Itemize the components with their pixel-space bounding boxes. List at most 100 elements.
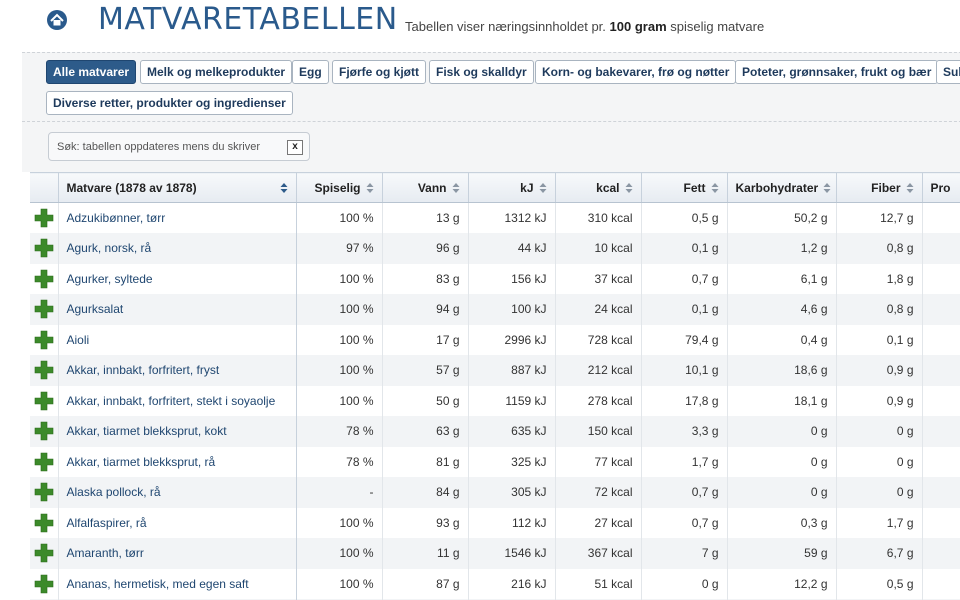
- column-header-label: kcal: [596, 180, 620, 195]
- cell-vann: 96 g: [382, 233, 469, 264]
- cell-spiselig: 100 %: [296, 355, 383, 386]
- cell-fiber: 0,8 g: [836, 294, 923, 325]
- cell-matvare[interactable]: Alfalfaspirer, rå: [58, 507, 297, 538]
- cell-matvare[interactable]: Agurksalat: [58, 294, 297, 325]
- category-button-egg[interactable]: Egg: [292, 60, 329, 84]
- cell-protein: [922, 324, 960, 355]
- cell-matvare[interactable]: Agurk, norsk, rå: [58, 233, 297, 264]
- column-header-karbohydrater[interactable]: Karbohydrater: [727, 172, 837, 203]
- plus-icon[interactable]: [34, 513, 54, 533]
- cell-matvare[interactable]: Amaranth, tørr: [58, 538, 297, 569]
- plus-icon[interactable]: [34, 208, 54, 228]
- column-header-vann[interactable]: Vann: [382, 172, 469, 203]
- cell-spiselig: 97 %: [296, 233, 383, 264]
- category-button-melk[interactable]: Melk og melkeprodukter: [140, 60, 293, 84]
- plus-icon[interactable]: [34, 360, 54, 380]
- cell-karbohydrater: 18,1 g: [727, 385, 837, 416]
- clear-search-button[interactable]: x: [287, 140, 303, 155]
- search-input[interactable]: [57, 138, 277, 156]
- add-cell: [30, 294, 59, 325]
- plus-icon[interactable]: [34, 269, 54, 289]
- cell-karbohydrater: 0,3 g: [727, 507, 837, 538]
- plus-icon[interactable]: [34, 482, 54, 502]
- cell-matvare[interactable]: Akkar, innbakt, forfritert, fryst: [58, 355, 297, 386]
- cell-vann: 11 g: [382, 538, 469, 569]
- cell-fett: 3,3 g: [641, 416, 728, 447]
- table-row[interactable]: Alfalfaspirer, rå 100 % 93 g 112 kJ 27 kcal 0…: [30, 507, 960, 538]
- category-button-korn-bakevarer[interactable]: Korn- og bakevarer, frø og nøtter: [535, 60, 737, 84]
- cell-spiselig: 100 %: [296, 385, 383, 416]
- subtitle-bold: 100 gram: [609, 19, 667, 34]
- column-header-fett[interactable]: Fett: [641, 172, 728, 203]
- home-logo-icon[interactable]: [46, 9, 68, 31]
- table-header-row: Matvare (1878 av 1878) Spiselig Vann kJ …: [30, 172, 960, 203]
- cell-karbohydrater: 0 g: [727, 477, 837, 508]
- category-button-poteter-gronnsaker[interactable]: Poteter, grønnsaker, frukt og bær: [735, 60, 939, 84]
- cell-spiselig: 78 %: [296, 416, 383, 447]
- plus-icon[interactable]: [34, 238, 54, 258]
- add-cell: [30, 202, 59, 233]
- category-button-fjorfe-kjott[interactable]: Fjørfe og kjøtt: [332, 60, 426, 84]
- cell-fett: 7 g: [641, 538, 728, 569]
- table-row[interactable]: Agurksalat 100 % 94 g 100 kJ 24 kcal 0,1 g 4,6…: [30, 294, 960, 325]
- table-row[interactable]: Agurk, norsk, rå 97 % 96 g 44 kJ 10 kcal 0,1 …: [30, 233, 960, 264]
- category-button-alle-matvarer[interactable]: Alle matvarer: [46, 60, 137, 84]
- cell-protein: [922, 355, 960, 386]
- column-header-spiselig[interactable]: Spiselig: [296, 172, 383, 203]
- cell-kj: 44 kJ: [468, 233, 556, 264]
- category-button-fisk-skalldyr[interactable]: Fisk og skalldyr: [429, 60, 534, 84]
- plus-icon[interactable]: [34, 330, 54, 350]
- cell-protein: [922, 263, 960, 294]
- cell-karbohydrater: 59 g: [727, 538, 837, 569]
- cell-matvare[interactable]: Ananas, hermetisk, med egen saft: [58, 568, 297, 599]
- cell-matvare[interactable]: Akkar, tiarmet blekksprut, kokt: [58, 416, 297, 447]
- subtitle-prefix: Tabellen viser næringsinnholdet pr.: [405, 19, 606, 34]
- plus-icon[interactable]: [34, 421, 54, 441]
- sort-icon[interactable]: [280, 182, 288, 194]
- cell-kj: 100 kJ: [468, 294, 556, 325]
- cell-matvare[interactable]: Alaska pollock, rå: [58, 477, 297, 508]
- column-header-kcal[interactable]: kcal: [555, 172, 642, 203]
- cell-fett: 0,7 g: [641, 477, 728, 508]
- table-row[interactable]: Amaranth, tørr 100 % 11 g 1546 kJ 367 kcal 7 …: [30, 538, 960, 569]
- plus-icon[interactable]: [34, 452, 54, 472]
- cell-matvare[interactable]: Agurker, syltede: [58, 263, 297, 294]
- column-header-protein[interactable]: Pro: [922, 172, 960, 203]
- table-row[interactable]: Akkar, innbakt, forfritert, stekt i soya…: [30, 385, 960, 416]
- category-button-diverse-retter[interactable]: Diverse retter, produkter og ingrediense…: [46, 91, 293, 115]
- table-row[interactable]: Alaska pollock, rå -84 g 305 kJ 72 kcal 0,7 …: [30, 477, 960, 508]
- plus-icon[interactable]: [34, 391, 54, 411]
- cell-kj: 635 kJ: [468, 416, 556, 447]
- cell-matvare[interactable]: Adzukibønner, tørr: [58, 202, 297, 233]
- cell-matvare[interactable]: Akkar, tiarmet blekksprut, rå: [58, 446, 297, 477]
- cell-kcal: 37 kcal: [555, 263, 642, 294]
- column-header-fiber[interactable]: Fiber: [836, 172, 923, 203]
- cell-matvare[interactable]: Akkar, innbakt, forfritert, stekt i soya…: [58, 385, 297, 416]
- page-title: MATVARETABELLEN: [98, 2, 398, 37]
- cell-protein: [922, 568, 960, 599]
- table-row[interactable]: Adzukibønner, tørr 100 % 13 g 1312 kJ 310 kc…: [30, 202, 960, 233]
- cell-protein: [922, 477, 960, 508]
- plus-icon[interactable]: [34, 543, 54, 563]
- column-header-kj[interactable]: kJ: [468, 172, 556, 203]
- cell-protein: [922, 446, 960, 477]
- cell-kj: 1546 kJ: [468, 538, 556, 569]
- table-row[interactable]: Agurker, syltede 100 % 83 g 156 kJ 37 kcal 0,…: [30, 263, 960, 294]
- cell-karbohydrater: 0,4 g: [727, 324, 837, 355]
- table-row[interactable]: Aioli 100 % 17 g 2996 kJ 728 kcal 79,4 g 0,4 g…: [30, 324, 960, 355]
- plus-icon[interactable]: [34, 299, 54, 319]
- column-header-matvare[interactable]: Matvare (1878 av 1878): [58, 172, 297, 203]
- table-row[interactable]: Ananas, hermetisk, med egen saft 100 % 87 …: [30, 568, 960, 599]
- column-header-label: kJ: [520, 180, 534, 195]
- plus-icon[interactable]: [34, 574, 54, 594]
- category-button-sul[interactable]: Sul: [936, 60, 960, 84]
- cell-matvare[interactable]: Aioli: [58, 324, 297, 355]
- add-cell: [30, 324, 59, 355]
- table-row[interactable]: Akkar, innbakt, forfritert, fryst 100 % 57…: [30, 355, 960, 386]
- cell-vann: 84 g: [382, 477, 469, 508]
- cell-fiber: 0 g: [836, 446, 923, 477]
- table-row[interactable]: Akkar, tiarmet blekksprut, rå 78 % 81 g 325…: [30, 446, 960, 477]
- cell-karbohydrater: 0 g: [727, 446, 837, 477]
- cell-vann: 87 g: [382, 568, 469, 599]
